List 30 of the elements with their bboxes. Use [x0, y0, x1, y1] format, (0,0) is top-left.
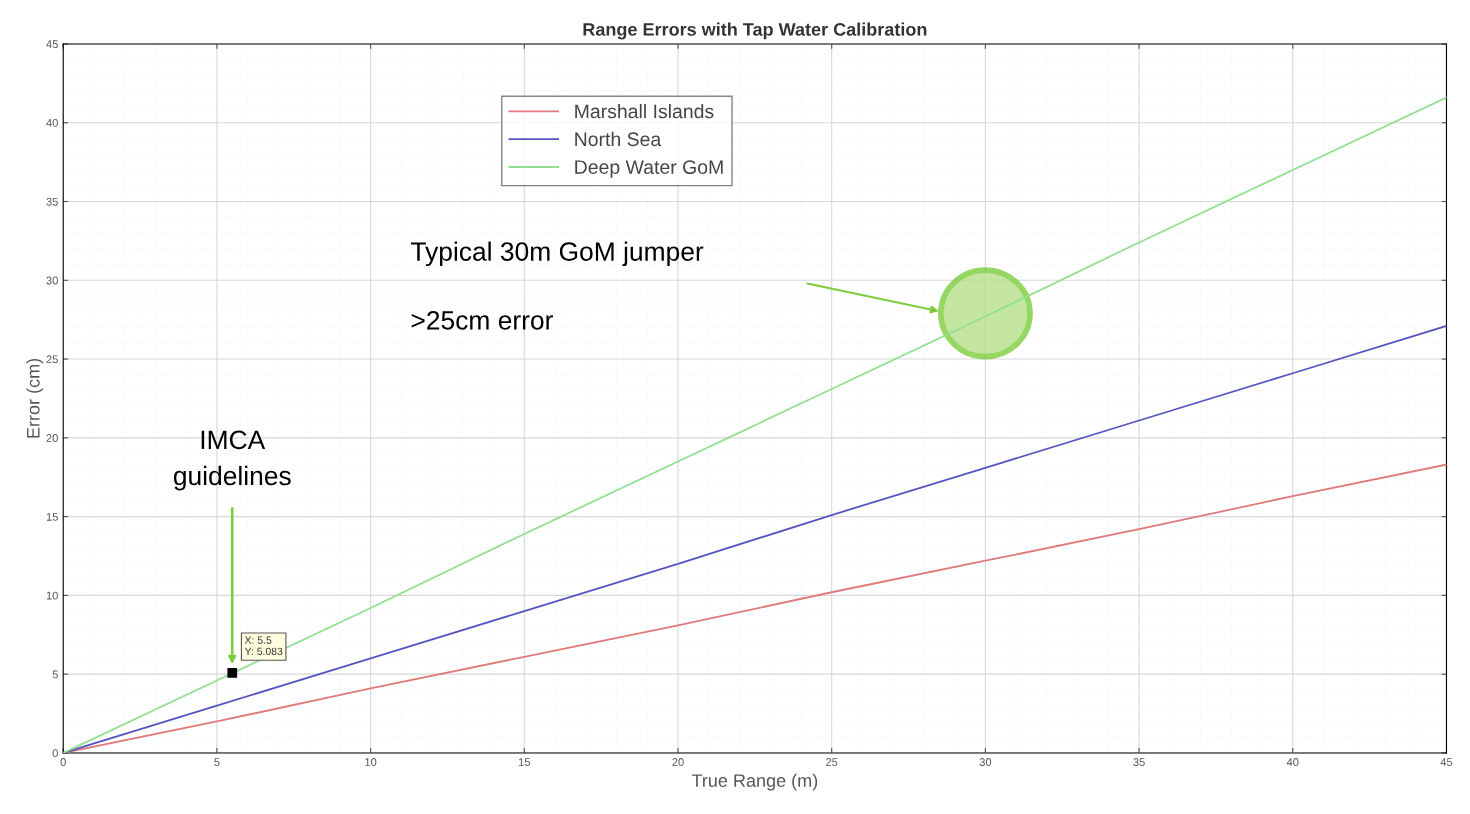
y-tick-label: 10 — [46, 591, 58, 600]
y-tick-label: 30 — [46, 276, 58, 285]
annotation: Typical 30m GoM jumper — [411, 241, 704, 267]
x-tick-label: 25 — [826, 758, 838, 766]
chart-title: Range Errors with Tap Water Calibration — [583, 22, 927, 40]
y-tick-label: 35 — [46, 197, 58, 206]
annotation: >25cm error — [411, 310, 553, 330]
legend-label: Deep Water GoM — [575, 160, 723, 178]
x-tick-label: 15 — [518, 758, 531, 766]
x-tick-label: 5 — [214, 758, 220, 766]
y-axis-title: Error (cm) — [26, 358, 44, 438]
x-axis-title: True Range (m) — [691, 773, 818, 791]
x-tick-label: 0 — [60, 758, 66, 766]
x-tick-label: 10 — [365, 758, 377, 766]
y-tick-label: 15 — [46, 513, 58, 521]
y-tick-label: 5 — [52, 670, 58, 679]
x-tick-label: 45 — [1440, 758, 1453, 766]
y-tick-label: 40 — [46, 119, 58, 127]
x-tick-label: 20 — [672, 758, 684, 766]
x-tick-label: 30 — [979, 758, 992, 766]
y-tick-label: 0 — [52, 749, 58, 758]
x-tick-label: 40 — [1286, 758, 1299, 766]
y-tick-label: 25 — [46, 355, 58, 364]
y-tick-label: 45 — [46, 40, 58, 49]
annotation: X: 5.5 Y: 5.083 — [244, 636, 283, 656]
legend-label: North Sea — [575, 131, 662, 147]
annotation: IMCA guidelines — [173, 430, 291, 491]
legend-label: Marshall Islands — [575, 104, 714, 119]
x-tick-label: 35 — [1133, 758, 1145, 766]
y-tick-label: 20 — [46, 434, 58, 442]
